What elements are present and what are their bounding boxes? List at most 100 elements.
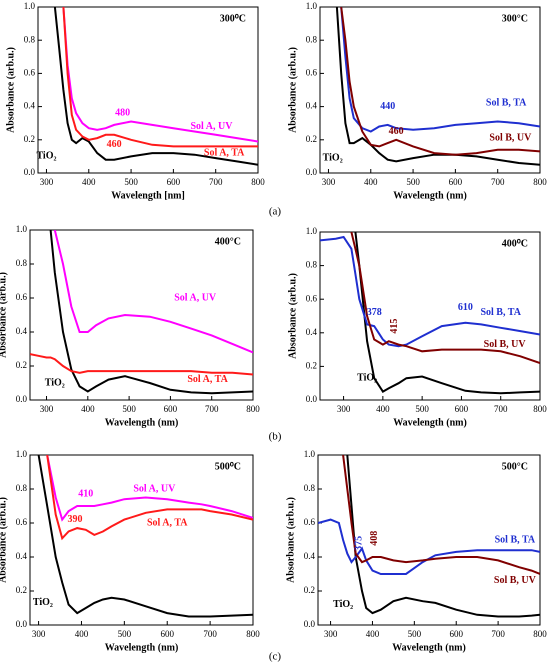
- x-tick-label: 800: [533, 404, 547, 414]
- plot-frame: [29, 229, 254, 401]
- data-line: [346, 455, 540, 618]
- x-tick-label: 600: [160, 629, 174, 639]
- plot-frame: [37, 6, 259, 174]
- x-tick-label: 600: [167, 177, 181, 187]
- x-axis-label: Wavelength (nm): [392, 642, 466, 653]
- x-tick-label: 800: [246, 629, 260, 639]
- series-label: Sol B, TA: [495, 534, 536, 545]
- x-tick-label: 600: [164, 404, 178, 414]
- series-label: TiO₂: [333, 599, 353, 610]
- y-axis-label: Absorbance (arb.u.): [287, 273, 298, 359]
- data-line: [335, 7, 540, 166]
- data-line: [340, 7, 540, 156]
- x-tick-label: 700: [491, 177, 505, 187]
- x-tick-label: 500: [124, 177, 138, 187]
- series-label: Sol B, UV: [494, 575, 537, 586]
- panel-label: (c): [269, 651, 282, 663]
- series-label: Sol B, UV: [484, 339, 527, 350]
- y-tick-label: 0.4: [304, 551, 316, 561]
- x-tick-label: 400: [75, 629, 89, 639]
- x-tick-label: 400: [376, 404, 390, 414]
- x-tick-label: 300: [32, 629, 46, 639]
- data-line: [350, 232, 540, 364]
- series-label: TiO₂: [45, 377, 65, 388]
- y-axis-label: Absorbance (arb.u.): [0, 272, 8, 358]
- x-axis-label: Wavelength (nm): [105, 642, 179, 653]
- x-tick-label: 300: [322, 177, 336, 187]
- chart: 0.0 0.2 0.4 0.6 0.8 1.0 300 400 500 600 700 800 Wave…: [287, 1, 547, 201]
- x-axis-label: Wavelength (nm): [393, 417, 467, 428]
- panel-label: (b): [269, 431, 282, 443]
- y-tick-label: 0.0: [306, 167, 318, 177]
- plot-frame: [29, 454, 254, 626]
- chart-title: 400°C: [215, 236, 241, 247]
- data-line: [62, 7, 258, 148]
- y-tick-label: 0.4: [16, 326, 28, 336]
- x-tick-label: 300: [337, 404, 351, 414]
- y-axis-label: Absorbance (arb.u.): [285, 497, 296, 583]
- data-line: [49, 230, 253, 395]
- annotation: 460: [389, 126, 404, 137]
- x-tick-label: 400: [364, 177, 378, 187]
- y-tick-label: 0.2: [306, 134, 317, 144]
- y-tick-label: 0.2: [16, 360, 27, 370]
- plot-frame: [317, 454, 541, 626]
- x-tick-label: 500: [406, 177, 420, 187]
- x-tick-label: 400: [82, 177, 96, 187]
- series-label: Sol B, TA: [480, 307, 521, 318]
- series-label: Sol B, TA: [486, 98, 527, 109]
- annotation: 410: [78, 488, 93, 499]
- plot-frame: [319, 231, 541, 401]
- chart-title: 300°C: [502, 13, 528, 24]
- x-tick-label: 300: [40, 177, 54, 187]
- x-tick-label: 300: [40, 404, 54, 414]
- annotation: 440: [380, 101, 395, 112]
- annotation: 460: [107, 139, 122, 150]
- x-tick-label: 400: [81, 404, 95, 414]
- data-line: [37, 455, 253, 618]
- series-label: Sol B, UV: [489, 132, 532, 143]
- y-tick-label: 1.0: [304, 449, 316, 459]
- y-tick-label: 0.6: [24, 67, 36, 77]
- y-tick-label: 0.6: [16, 517, 28, 527]
- plot-frame: [319, 6, 541, 174]
- y-axis-label: Absorbance (arb.u.): [287, 47, 298, 133]
- y-tick-label: 0.2: [24, 134, 35, 144]
- x-tick-label: 600: [449, 629, 463, 639]
- series-label: Sol A, UV: [190, 121, 233, 132]
- x-tick-label: 700: [203, 629, 217, 639]
- data-line: [318, 518, 540, 575]
- y-tick-label: 0.8: [16, 483, 28, 493]
- data-line: [62, 7, 258, 143]
- x-axis-label: Wavelength (nm): [105, 417, 179, 428]
- x-tick-label: 800: [533, 629, 547, 639]
- x-tick-label: 700: [205, 404, 219, 414]
- y-tick-label: 0.0: [24, 167, 36, 177]
- series-label: TiO₂: [323, 152, 343, 163]
- x-tick-label: 700: [494, 404, 508, 414]
- y-tick-label: 0.8: [306, 260, 318, 270]
- x-tick-label: 500: [122, 404, 136, 414]
- series-label: Sol A, TA: [147, 517, 188, 528]
- series-label: Sol A, UV: [133, 483, 176, 494]
- chart: 0.0 0.2 0.4 0.6 0.8 1.0 300 400 500 600 700 800 Wave…: [5, 1, 265, 201]
- y-tick-label: 0.8: [16, 258, 28, 268]
- y-tick-label: 0.2: [16, 585, 27, 595]
- chart: 0.0 0.2 0.4 0.6 0.8 1.0 300 400 500 600 700 800 Wave…: [0, 224, 260, 428]
- y-tick-label: 1.0: [306, 1, 318, 11]
- x-tick-label: 700: [491, 629, 505, 639]
- y-tick-label: 1.0: [306, 226, 318, 236]
- chart: 0.0 0.2 0.4 0.6 0.8 1.0 300 400 500 600 700 800 Wave…: [0, 449, 260, 653]
- series-label: Sol A, TA: [204, 147, 245, 158]
- y-axis-label: Absorbance (arb.u.): [0, 497, 8, 583]
- y-tick-label: 0.6: [306, 293, 318, 303]
- chart-title: 300⁰C: [220, 13, 246, 24]
- x-tick-label: 600: [449, 177, 463, 187]
- annotation: 610: [458, 302, 473, 313]
- annotation: 408: [369, 531, 380, 546]
- y-tick-label: 0.0: [16, 619, 28, 629]
- data-line: [46, 455, 253, 541]
- x-tick-label: 300: [324, 629, 338, 639]
- y-tick-label: 0.6: [304, 517, 316, 527]
